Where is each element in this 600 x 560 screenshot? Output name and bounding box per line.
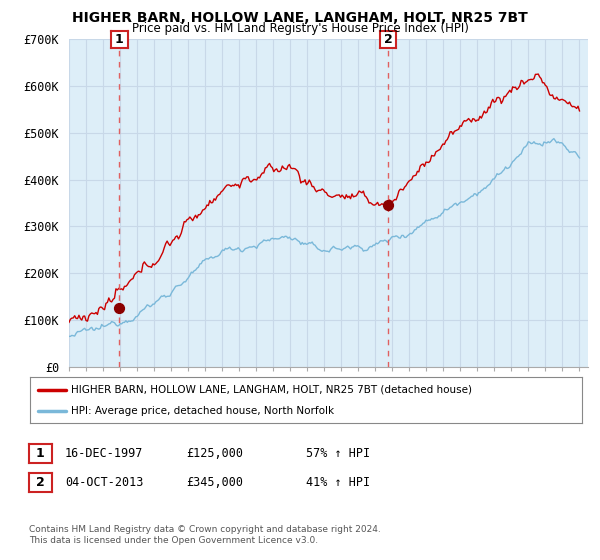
- Text: 41% ↑ HPI: 41% ↑ HPI: [306, 476, 370, 489]
- Text: 1: 1: [36, 447, 44, 460]
- Point: [115, 304, 124, 313]
- Text: £125,000: £125,000: [186, 447, 243, 460]
- Text: £345,000: £345,000: [186, 476, 243, 489]
- Text: 1: 1: [115, 32, 124, 46]
- Text: Price paid vs. HM Land Registry's House Price Index (HPI): Price paid vs. HM Land Registry's House …: [131, 22, 469, 35]
- Text: Contains HM Land Registry data © Crown copyright and database right 2024.
This d: Contains HM Land Registry data © Crown c…: [29, 525, 380, 545]
- Text: HIGHER BARN, HOLLOW LANE, LANGHAM, HOLT, NR25 7BT (detached house): HIGHER BARN, HOLLOW LANE, LANGHAM, HOLT,…: [71, 385, 472, 395]
- Text: HIGHER BARN, HOLLOW LANE, LANGHAM, HOLT, NR25 7BT: HIGHER BARN, HOLLOW LANE, LANGHAM, HOLT,…: [72, 11, 528, 25]
- Text: 2: 2: [36, 476, 44, 489]
- Text: 04-OCT-2013: 04-OCT-2013: [65, 476, 143, 489]
- Point: [383, 201, 393, 210]
- Text: 57% ↑ HPI: 57% ↑ HPI: [306, 447, 370, 460]
- Text: HPI: Average price, detached house, North Norfolk: HPI: Average price, detached house, Nort…: [71, 407, 335, 416]
- Text: 16-DEC-1997: 16-DEC-1997: [65, 447, 143, 460]
- Text: 2: 2: [383, 32, 392, 46]
